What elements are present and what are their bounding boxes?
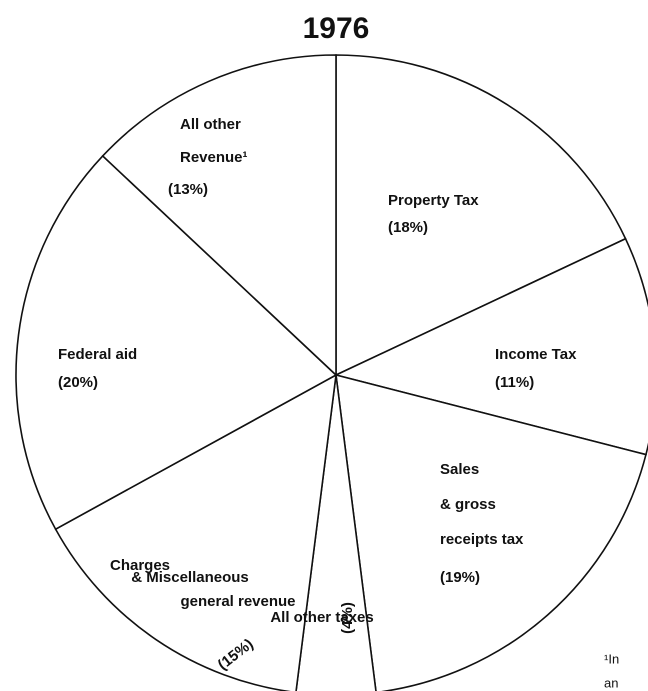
value-label: (19%) [440, 569, 480, 586]
chart-title: 1976 [303, 12, 370, 45]
label-line: Sales [440, 461, 479, 478]
pie-slice [54, 373, 337, 691]
slice-label: Sales & gross receipts tax [440, 461, 524, 548]
slice-label: Federal aid [58, 346, 137, 363]
slice-label: Income Tax [495, 346, 577, 363]
label-line: & Miscellaneous [131, 569, 249, 586]
value-label: (11%) [495, 374, 534, 391]
value-label: (13%) [168, 181, 208, 198]
label-line: Property Tax [388, 192, 479, 209]
slice-label: Property Tax [388, 192, 479, 209]
pie [15, 54, 648, 691]
value-label: (18%) [388, 219, 428, 236]
label-line: Income Tax [495, 346, 577, 363]
footnote: ¹In [604, 651, 619, 666]
label-line: & gross [440, 496, 496, 513]
label-line: All other [180, 116, 241, 133]
slice-label: All other taxes [270, 609, 373, 626]
label-line: general revenue [180, 593, 295, 610]
label-line: All other taxes [270, 609, 373, 626]
pie-slice [333, 237, 648, 456]
pie-slice [101, 54, 337, 377]
label-line: receipts tax [440, 531, 524, 548]
pie-slice [295, 374, 377, 691]
pie-slice [15, 154, 338, 531]
pie-slice [335, 54, 627, 377]
slice-label: All other Revenue¹ [180, 116, 248, 166]
label-line: Federal aid [58, 346, 137, 363]
value-label: (20%) [58, 374, 98, 391]
label-line: Charges [110, 557, 170, 574]
value-label: (4%) [339, 602, 356, 634]
label-line: Revenue¹ [180, 149, 248, 166]
slice-label: Charges & Miscellaneous general revenue [110, 557, 296, 610]
footnote: an [604, 675, 618, 690]
pie-slice [335, 373, 647, 691]
